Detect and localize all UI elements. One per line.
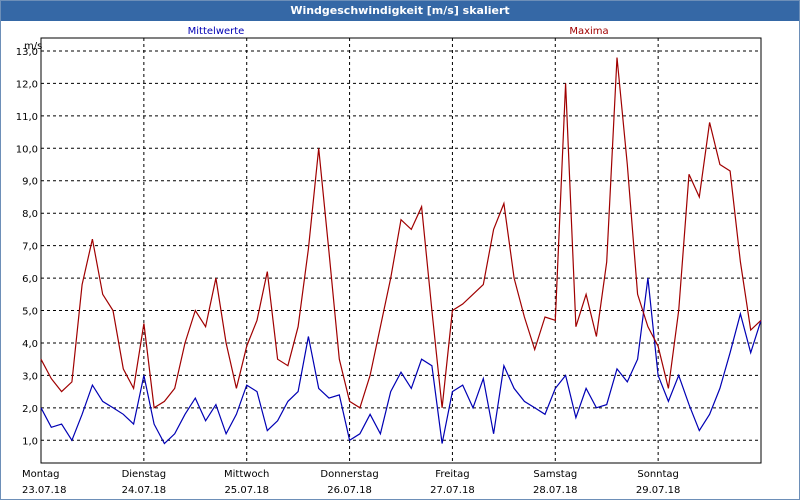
y-tick-label: 5,0	[22, 307, 38, 318]
x-day-label: Sonntag	[637, 469, 679, 480]
legend-mean-label: Mittelwerte	[188, 26, 245, 37]
y-tick-label: 9,0	[22, 177, 38, 188]
x-date-label: 27.07.18	[430, 485, 475, 496]
x-day-label: Montag	[22, 469, 59, 480]
legend-max-label: Maxima	[569, 26, 608, 37]
x-date-label: 23.07.18	[22, 485, 67, 496]
x-day-label: Dienstag	[122, 469, 167, 480]
x-day-label: Donnerstag	[320, 469, 378, 480]
y-tick-label: 13,0	[16, 47, 38, 58]
window-title: Windgeschwindigkeit [m/s] skaliert	[1, 1, 799, 21]
grid-lines	[41, 38, 761, 463]
y-tick-label: 1,0	[22, 436, 38, 447]
y-tick-label: 6,0	[22, 274, 38, 285]
plot-area	[40, 37, 762, 464]
x-date-label: 25.07.18	[224, 485, 269, 496]
y-tick-labels: 1,0 2,0 3,0 4,0 5,0 6,0 7,0 8,0 9,0 10,0 11,0 12,0 1…	[16, 47, 38, 447]
y-tick-label: 8,0	[22, 209, 38, 220]
y-tick-label: 3,0	[22, 371, 38, 382]
y-axis-unit-label: m/s	[24, 41, 42, 52]
y-tick-label: 7,0	[22, 242, 38, 253]
y-tick-label: 12,0	[16, 79, 38, 90]
x-day-labels: Montag 23.07.18 Dienstag 24.07.18 Mittwoch 25…	[22, 469, 680, 496]
x-day-label: Freitag	[435, 469, 469, 480]
x-day-label: Samstag	[533, 469, 577, 480]
series-lines	[40, 57, 762, 445]
y-tick-label: 2,0	[22, 404, 38, 415]
y-tick-label: 10,0	[16, 144, 38, 155]
x-date-label: 28.07.18	[533, 485, 578, 496]
x-date-label: 24.07.18	[122, 485, 167, 496]
mean-series-line	[40, 278, 762, 445]
x-day-label: Mittwoch	[224, 469, 269, 480]
max-series-line	[40, 57, 762, 409]
y-tick-label: 4,0	[22, 339, 38, 350]
y-tick-label: 11,0	[16, 112, 38, 123]
x-date-label: 26.07.18	[327, 485, 372, 496]
x-date-label: 29.07.18	[636, 485, 681, 496]
